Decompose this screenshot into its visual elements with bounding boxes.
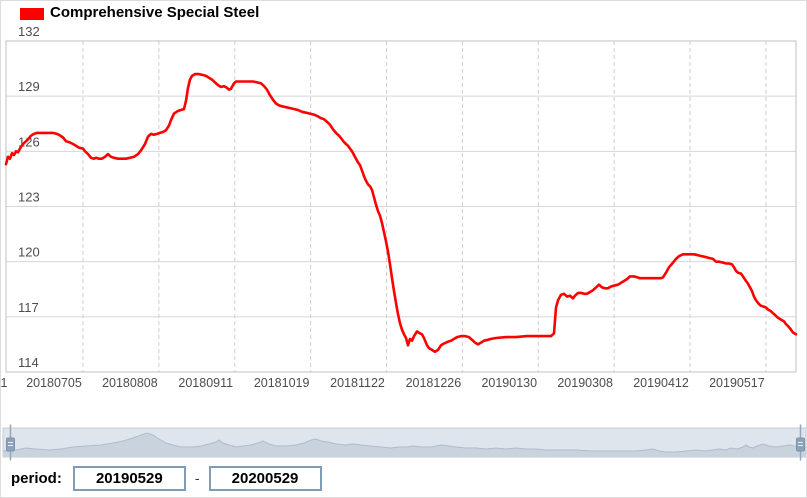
price-line [4,72,798,354]
nav-area-line [2,432,806,453]
nav-handle-left-icon[interactable] [6,437,15,452]
period-label: period: [11,469,62,487]
legend-swatch-icon [20,7,44,20]
x-axis-label: 1 [1,376,8,390]
x-axis-label: 20181226 [406,376,462,390]
period-row: period: - [11,464,322,492]
nav-handle-right-icon[interactable] [796,437,805,452]
x-axis-label: 20190308 [557,376,613,390]
y-axis-label: 117 [18,300,39,315]
y-axis-label: 120 [18,245,40,260]
x-axis-label: 20180705 [26,376,82,390]
period-start-input[interactable] [72,465,186,491]
x-axis-label: 20180911 [178,376,233,390]
y-axis-label: 129 [18,79,40,94]
period-separator: - [194,470,200,486]
y-axis-label: 123 [18,190,40,205]
x-axis-label: 20190412 [633,376,689,390]
y-axis-label: 132 [18,24,40,39]
legend-label: Comprehensive Special Steel [50,4,260,21]
x-axis-label: 20181019 [254,376,310,390]
x-axis-label: 20181122 [330,376,385,390]
y-axis-label: 114 [18,355,39,370]
period-end-input[interactable] [208,465,322,491]
x-axis-label: 20190517 [709,376,765,390]
legend-item[interactable]: Comprehensive Special Steel [20,4,259,21]
x-axis-label: 20190130 [481,376,537,390]
x-axis-label: 20180808 [102,376,158,390]
plot-border [5,40,797,373]
